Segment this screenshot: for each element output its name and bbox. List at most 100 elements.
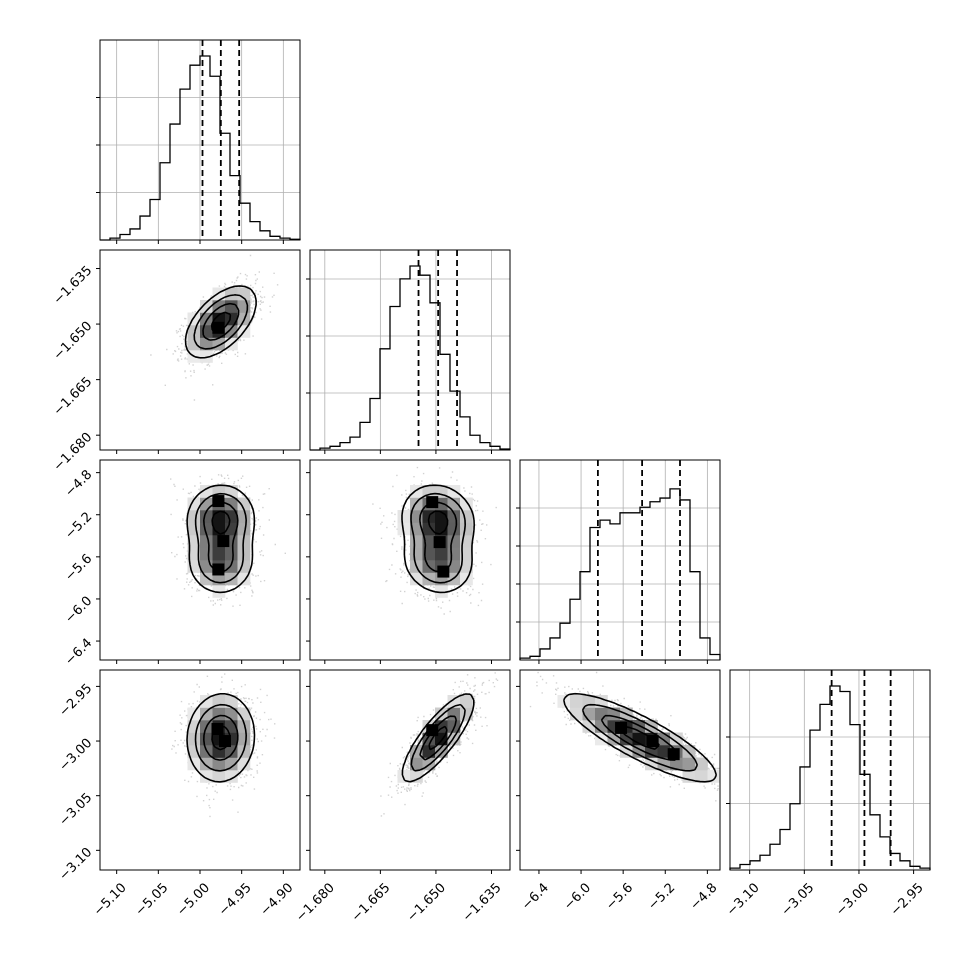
density-cell <box>460 547 473 561</box>
contour-level-1 <box>419 715 457 761</box>
contour-level-0 <box>427 510 449 535</box>
pair-panel-2-3 <box>516 669 721 874</box>
density-cell <box>200 350 213 363</box>
contour-level-3 <box>401 484 475 594</box>
hist-panel-3 <box>726 669 931 871</box>
density-cell <box>410 757 423 771</box>
contour-level-3 <box>401 693 475 783</box>
x-tick-label-3: −3.10 <box>724 880 763 919</box>
density-cell <box>447 547 461 561</box>
panel-frame <box>309 669 511 871</box>
histogram-1 <box>310 265 511 451</box>
y-tick-label-2: −4.8 <box>62 467 95 500</box>
y-tick-label-1: −1.665 <box>51 374 96 419</box>
density-cell <box>225 547 238 561</box>
density-cell <box>200 485 213 498</box>
density-cell <box>200 522 213 536</box>
peak-cell <box>212 563 225 576</box>
peak-cell <box>217 535 230 548</box>
density-cell <box>447 522 461 536</box>
density-cell <box>397 522 411 536</box>
hist-panel-0 <box>96 39 301 241</box>
density-cell <box>212 585 226 598</box>
x-tick-label-2: −5.6 <box>603 880 636 913</box>
contour-level-3 <box>186 693 256 783</box>
density-cell <box>570 695 583 708</box>
y-tick-label-2: −6.4 <box>62 636 95 669</box>
density-cell <box>187 522 201 536</box>
peak-cell <box>212 495 225 508</box>
contour-level-0 <box>619 725 660 750</box>
density-cell <box>212 770 226 783</box>
histogram-2 <box>519 488 721 660</box>
contour-level-2 <box>193 294 249 350</box>
density-cell <box>410 535 423 548</box>
contour-level-3 <box>186 484 256 594</box>
x-tick-label-2: −5.2 <box>645 880 678 913</box>
y-tick-label-3: −2.95 <box>57 681 96 720</box>
contour-level-2 <box>194 703 247 772</box>
panel-frame <box>309 249 511 451</box>
density-cell <box>460 695 473 708</box>
x-tick-label-1: −1.680 <box>293 880 338 925</box>
density-cell <box>595 707 608 721</box>
hist-panel-2 <box>516 459 721 661</box>
y-tick-label-1: −1.680 <box>51 430 96 475</box>
x-tick-label-3: −3.05 <box>779 880 818 919</box>
density-cell <box>460 560 473 573</box>
density-cell <box>200 695 213 708</box>
pair-panel-1-2 <box>306 459 511 664</box>
contour-level-2 <box>410 703 466 772</box>
density-cell <box>237 522 251 536</box>
x-tick-label-0: −5.10 <box>91 880 130 919</box>
x-tick-label-0: −4.95 <box>216 880 255 919</box>
pair-panel-0-2 <box>96 459 301 664</box>
density-cell <box>212 547 226 561</box>
y-tick-label-2: −5.6 <box>62 552 95 585</box>
density-cell <box>410 485 423 498</box>
density-cell <box>707 770 720 783</box>
density-cell <box>200 707 213 721</box>
y-tick-label-3: −3.10 <box>57 845 96 884</box>
density-cell <box>237 757 251 771</box>
panel-frame <box>729 669 931 871</box>
x-tick-label-2: −4.8 <box>687 880 720 913</box>
density-cell <box>645 757 658 771</box>
density-cell <box>682 745 696 758</box>
x-tick-label-0: −5.00 <box>174 880 213 919</box>
histogram-0 <box>100 55 301 241</box>
density-cell <box>447 497 461 511</box>
peak-cell <box>426 496 439 509</box>
density-cell <box>200 732 213 746</box>
density-cell <box>435 510 448 523</box>
density-cell <box>225 695 238 708</box>
density-cell <box>237 732 251 746</box>
contour-level-3 <box>184 285 257 359</box>
density-cell <box>695 757 708 771</box>
density-cell <box>187 732 201 746</box>
density-cell <box>212 522 226 536</box>
density-cell <box>410 572 423 586</box>
peak-cell <box>615 721 628 734</box>
density-cell <box>410 497 423 511</box>
density-cell <box>225 757 238 771</box>
x-tick-label-1: −1.650 <box>404 880 449 925</box>
density-cell <box>200 325 213 338</box>
density-cell <box>410 770 423 783</box>
density-cell <box>460 522 473 536</box>
density-cell <box>187 547 201 561</box>
density-cell <box>422 522 436 536</box>
density-cell <box>447 510 461 523</box>
hist-panel-1 <box>306 249 511 451</box>
density-cell <box>670 732 683 746</box>
y-tick-label-1: −1.635 <box>51 263 96 308</box>
panel-frame <box>519 459 721 661</box>
x-tick-label-3: −2.95 <box>888 880 927 919</box>
panel-frame <box>519 669 721 871</box>
contour-level-2 <box>410 492 466 584</box>
density-cell <box>645 745 658 758</box>
contour-level-1 <box>600 714 680 761</box>
density-cell <box>435 547 448 561</box>
pair-panel-0-3 <box>96 669 301 874</box>
contour-level-0 <box>210 311 232 333</box>
